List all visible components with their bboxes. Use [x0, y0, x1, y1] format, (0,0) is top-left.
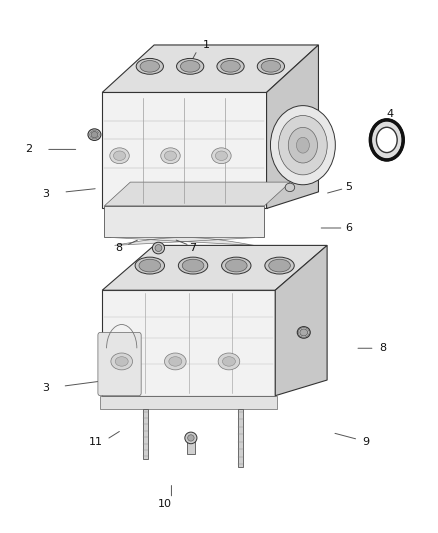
- Text: 9: 9: [363, 437, 370, 447]
- Bar: [102, 92, 267, 208]
- Polygon shape: [267, 45, 318, 208]
- Ellipse shape: [180, 61, 200, 72]
- Circle shape: [279, 116, 327, 175]
- FancyBboxPatch shape: [98, 333, 141, 395]
- Ellipse shape: [371, 120, 403, 160]
- Ellipse shape: [152, 242, 165, 254]
- Polygon shape: [102, 245, 327, 290]
- Ellipse shape: [91, 132, 98, 138]
- Text: 7: 7: [190, 243, 197, 253]
- Ellipse shape: [155, 245, 162, 252]
- Ellipse shape: [135, 257, 165, 274]
- Text: 3: 3: [42, 189, 49, 199]
- Ellipse shape: [285, 183, 295, 191]
- Ellipse shape: [223, 357, 236, 366]
- Ellipse shape: [261, 61, 281, 72]
- Bar: [143, 409, 148, 459]
- Circle shape: [270, 106, 336, 185]
- Text: 6: 6: [345, 223, 352, 233]
- Polygon shape: [104, 182, 290, 206]
- Ellipse shape: [269, 259, 290, 272]
- Ellipse shape: [177, 59, 204, 74]
- Text: 4: 4: [386, 109, 393, 118]
- Bar: [100, 395, 277, 409]
- Ellipse shape: [187, 435, 194, 441]
- Text: 8: 8: [115, 243, 122, 253]
- Ellipse shape: [221, 61, 240, 72]
- Circle shape: [376, 127, 397, 152]
- Circle shape: [288, 127, 318, 163]
- Text: 10: 10: [158, 499, 172, 509]
- Bar: [102, 290, 275, 395]
- Ellipse shape: [88, 129, 101, 140]
- Ellipse shape: [212, 148, 231, 164]
- Ellipse shape: [164, 151, 177, 160]
- Polygon shape: [111, 238, 258, 245]
- Ellipse shape: [185, 432, 197, 443]
- Ellipse shape: [140, 61, 159, 72]
- Ellipse shape: [178, 257, 208, 274]
- Circle shape: [297, 138, 309, 153]
- Text: 11: 11: [89, 437, 103, 447]
- Polygon shape: [102, 45, 318, 92]
- Ellipse shape: [265, 257, 294, 274]
- Text: 2: 2: [25, 144, 32, 155]
- Ellipse shape: [161, 148, 180, 164]
- Ellipse shape: [169, 357, 182, 366]
- Text: 1: 1: [202, 40, 209, 50]
- Ellipse shape: [297, 327, 310, 338]
- Ellipse shape: [218, 353, 240, 370]
- Ellipse shape: [110, 148, 129, 164]
- Ellipse shape: [300, 329, 307, 336]
- Ellipse shape: [257, 59, 285, 74]
- Ellipse shape: [226, 259, 247, 272]
- Polygon shape: [275, 245, 327, 395]
- Ellipse shape: [115, 357, 128, 366]
- Text: 5: 5: [345, 182, 352, 192]
- Text: 3: 3: [42, 383, 49, 393]
- Ellipse shape: [113, 151, 126, 160]
- Ellipse shape: [222, 257, 251, 274]
- Ellipse shape: [136, 59, 163, 74]
- Ellipse shape: [111, 353, 133, 370]
- Ellipse shape: [217, 59, 244, 74]
- Text: 8: 8: [379, 343, 386, 353]
- Ellipse shape: [139, 259, 161, 272]
- Ellipse shape: [165, 353, 186, 370]
- Bar: [187, 438, 195, 454]
- Ellipse shape: [215, 151, 227, 160]
- Bar: [104, 206, 265, 238]
- Ellipse shape: [182, 259, 204, 272]
- Bar: [238, 409, 243, 467]
